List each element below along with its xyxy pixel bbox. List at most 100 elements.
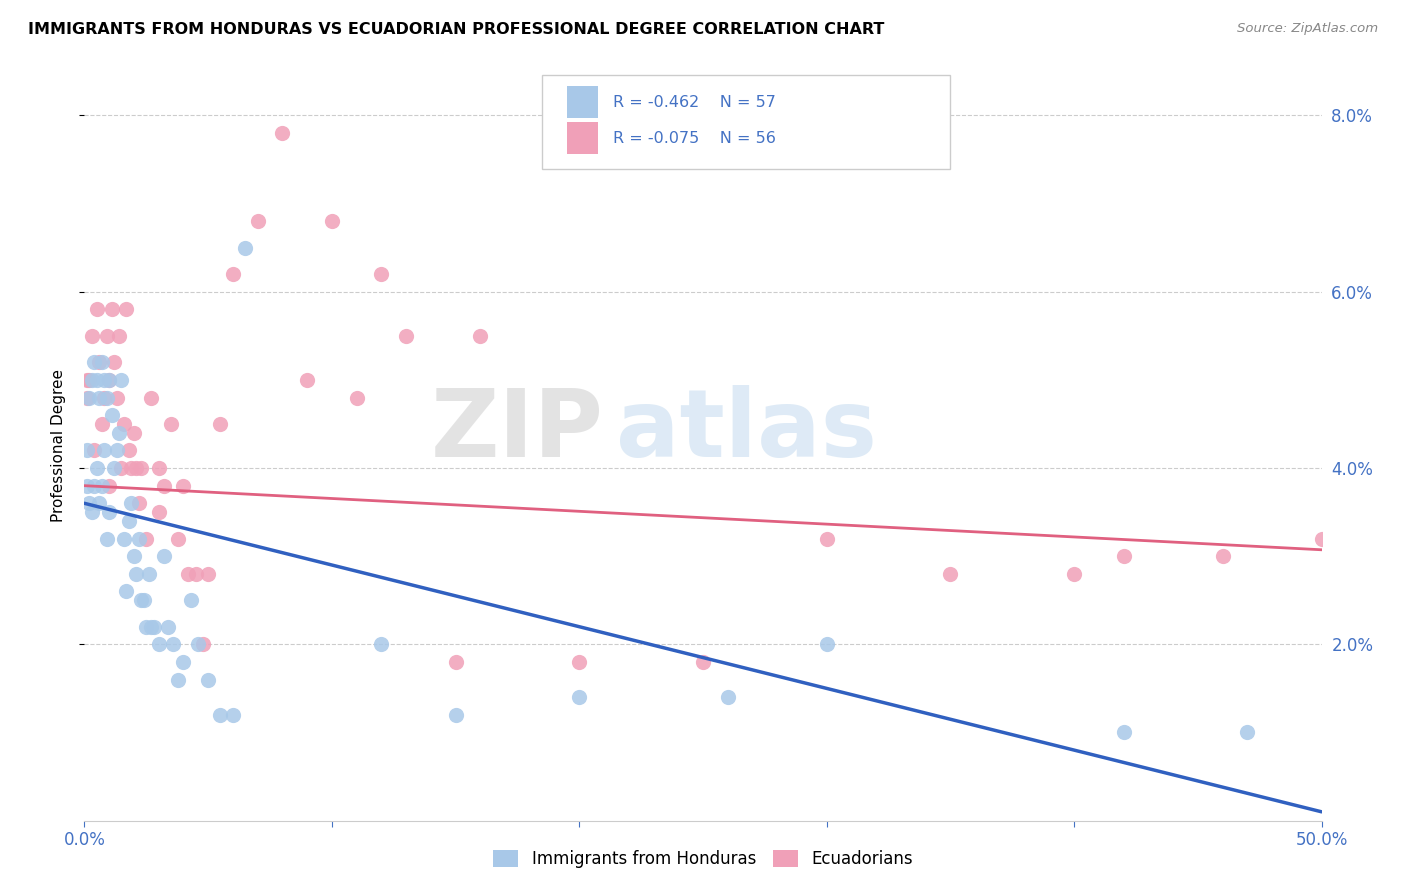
Point	[152, 478, 174, 492]
Point	[125, 566, 148, 581]
Point	[233, 241, 256, 255]
Point	[444, 707, 467, 722]
Point	[110, 461, 132, 475]
Text: ZIP: ZIP	[432, 385, 605, 477]
Point	[271, 126, 294, 140]
Point	[152, 549, 174, 564]
Point	[692, 655, 714, 669]
Point	[86, 302, 108, 317]
Point	[103, 355, 125, 369]
Point	[96, 532, 118, 546]
Point	[222, 707, 245, 722]
Point	[103, 461, 125, 475]
Point	[90, 478, 112, 492]
Point	[148, 505, 170, 519]
Point	[110, 373, 132, 387]
Point	[395, 328, 418, 343]
Point	[815, 532, 838, 546]
Point	[115, 584, 138, 599]
Point	[180, 593, 202, 607]
Point	[79, 391, 101, 405]
Text: Source: ZipAtlas.com: Source: ZipAtlas.com	[1237, 22, 1378, 36]
Point	[118, 514, 141, 528]
Point	[120, 461, 142, 475]
Point	[108, 425, 131, 440]
Point	[125, 461, 148, 475]
Text: R = -0.075    N = 56: R = -0.075 N = 56	[613, 130, 776, 145]
FancyBboxPatch shape	[567, 122, 598, 153]
Point	[122, 549, 145, 564]
Point	[135, 532, 157, 546]
Point	[129, 593, 152, 607]
Point	[93, 391, 115, 405]
Point	[115, 302, 138, 317]
Point	[209, 707, 232, 722]
Point	[86, 373, 108, 387]
Point	[80, 505, 103, 519]
Point	[98, 505, 121, 519]
Point	[105, 443, 128, 458]
Point	[76, 478, 98, 492]
Point	[568, 690, 591, 705]
Point	[108, 328, 131, 343]
FancyBboxPatch shape	[567, 87, 598, 118]
Point	[100, 302, 122, 317]
Point	[939, 566, 962, 581]
Point	[128, 496, 150, 510]
Point	[83, 443, 105, 458]
Point	[93, 443, 115, 458]
Point	[197, 673, 219, 687]
Point	[86, 461, 108, 475]
FancyBboxPatch shape	[543, 75, 950, 169]
Point	[76, 391, 98, 405]
Point	[128, 532, 150, 546]
Point	[141, 620, 163, 634]
Y-axis label: Professional Degree: Professional Degree	[51, 369, 66, 523]
Point	[184, 566, 207, 581]
Point	[79, 496, 101, 510]
Point	[93, 373, 115, 387]
Point	[346, 391, 368, 405]
Point	[142, 620, 165, 634]
Point	[89, 496, 111, 510]
Point	[1212, 549, 1234, 564]
Point	[105, 391, 128, 405]
Point	[122, 425, 145, 440]
Point	[172, 655, 194, 669]
Point	[132, 593, 155, 607]
Point	[162, 637, 184, 651]
Legend: Immigrants from Honduras, Ecuadorians: Immigrants from Honduras, Ecuadorians	[486, 843, 920, 875]
Point	[222, 267, 245, 281]
Point	[370, 637, 392, 651]
Point	[246, 214, 269, 228]
Point	[98, 478, 121, 492]
Point	[90, 417, 112, 431]
Point	[148, 637, 170, 651]
Point	[370, 267, 392, 281]
Text: IMMIGRANTS FROM HONDURAS VS ECUADORIAN PROFESSIONAL DEGREE CORRELATION CHART: IMMIGRANTS FROM HONDURAS VS ECUADORIAN P…	[28, 22, 884, 37]
Point	[444, 655, 467, 669]
Point	[1112, 549, 1135, 564]
Text: atlas: atlas	[616, 385, 877, 477]
Point	[1236, 725, 1258, 739]
Point	[120, 496, 142, 510]
Point	[118, 443, 141, 458]
Point	[80, 328, 103, 343]
Point	[177, 566, 200, 581]
Point	[80, 373, 103, 387]
Point	[89, 391, 111, 405]
Point	[138, 566, 160, 581]
Point	[172, 478, 194, 492]
Point	[191, 637, 214, 651]
Point	[83, 478, 105, 492]
Point	[1310, 532, 1333, 546]
Point	[197, 566, 219, 581]
Point	[209, 417, 232, 431]
Point	[112, 532, 135, 546]
Point	[98, 373, 121, 387]
Point	[295, 373, 318, 387]
Point	[148, 461, 170, 475]
Point	[83, 355, 105, 369]
Point	[79, 373, 101, 387]
Point	[157, 620, 180, 634]
